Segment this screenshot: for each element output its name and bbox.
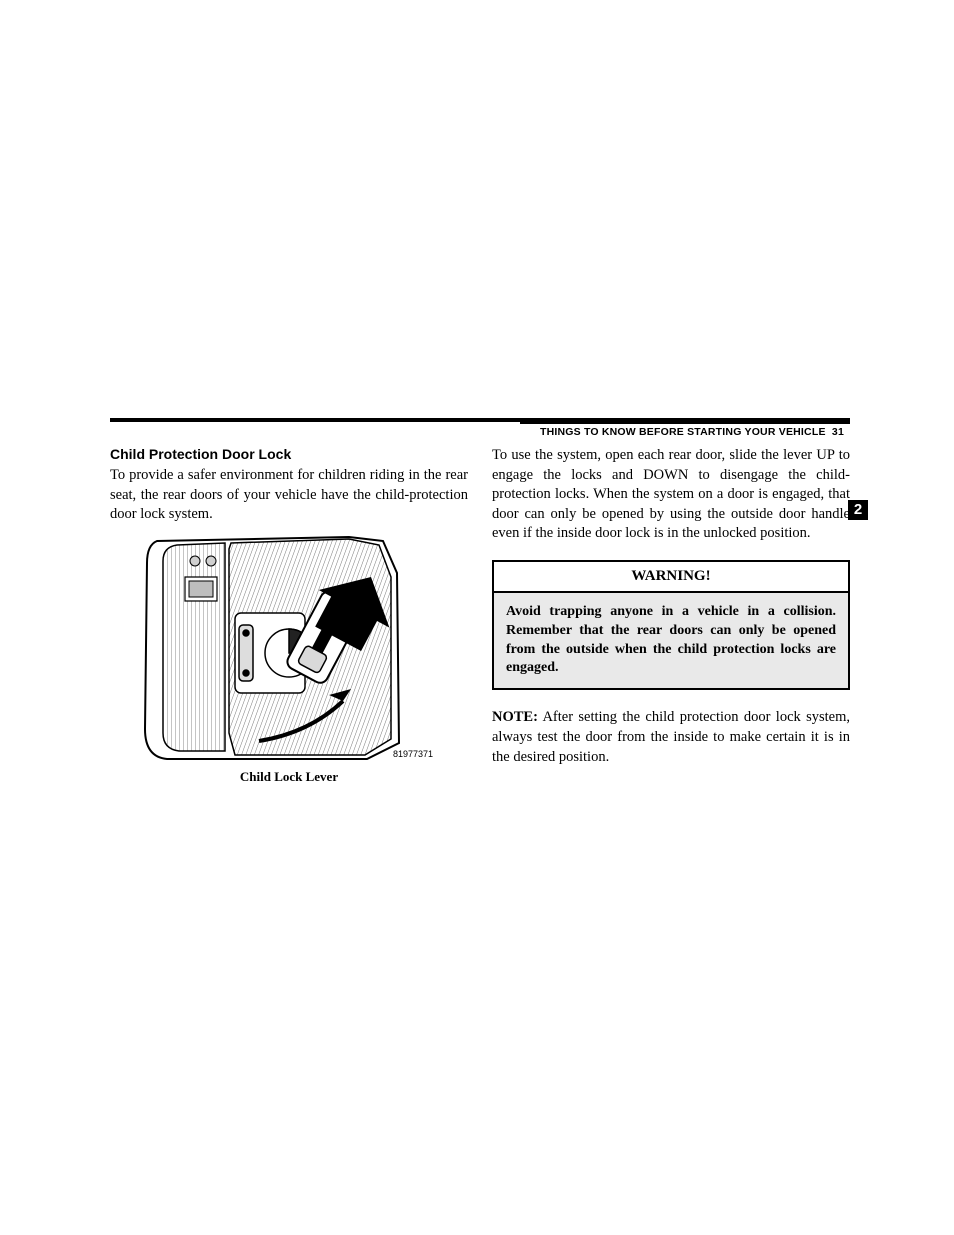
header-rule <box>110 418 850 422</box>
note-text: After setting the child protection door … <box>492 709 850 764</box>
body-child-lock: To provide a safer environment for child… <box>110 466 468 525</box>
right-column: To use the system, open each rear door, … <box>492 446 850 785</box>
figure-child-lock: 81977371 Child Lock Lever <box>110 533 468 785</box>
body-usage: To use the system, open each rear door, … <box>492 446 850 544</box>
figure-ref-number: 81977371 <box>393 749 433 759</box>
child-lock-lever-illustration: 81977371 <box>139 533 439 763</box>
page-number: 31 <box>832 426 844 438</box>
note-label: NOTE: <box>492 709 538 725</box>
subhead-child-lock: Child Protection Door Lock <box>110 446 468 462</box>
content-columns: Child Protection Door Lock To provide a … <box>110 446 850 785</box>
warning-text: Avoid trapping anyone in a vehicle in a … <box>494 593 848 689</box>
section-tab: 2 <box>848 500 868 520</box>
warning-box: WARNING! Avoid trapping anyone in a vehi… <box>492 560 850 691</box>
warning-title: WARNING! <box>494 562 848 593</box>
note-paragraph: NOTE: After setting the child protection… <box>492 708 850 767</box>
figure-caption: Child Lock Lever <box>110 769 468 785</box>
running-head-text: THINGS TO KNOW BEFORE STARTING YOUR VEHI… <box>540 426 826 438</box>
left-column: Child Protection Door Lock To provide a … <box>110 446 468 785</box>
running-head: THINGS TO KNOW BEFORE STARTING YOUR VEHI… <box>540 426 844 438</box>
